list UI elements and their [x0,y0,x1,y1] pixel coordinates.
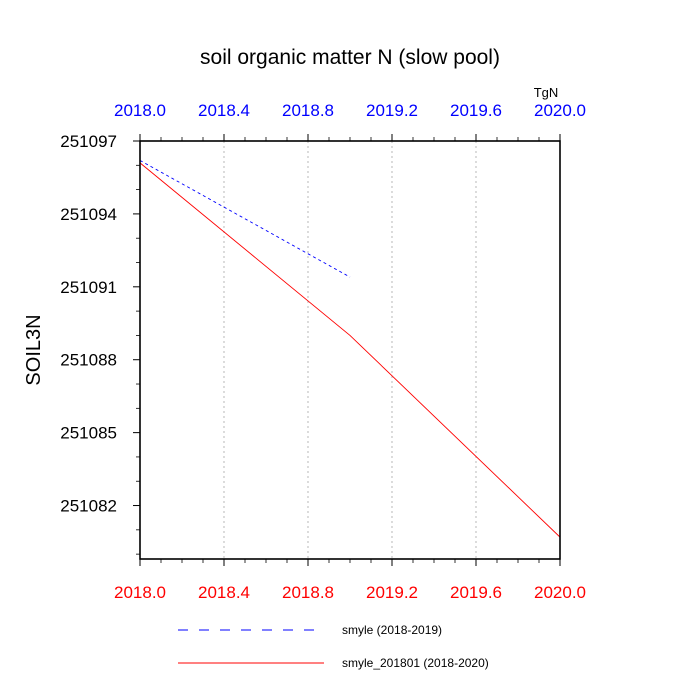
x-tick-label-bottom: 2020.0 [534,583,586,602]
grid-lines [223,141,477,559]
legend-label-1: smyle (2018-2019) [342,623,442,637]
legend: smyle (2018-2019) smyle_201801 (2018-2020… [178,623,489,670]
series-layer [139,160,561,538]
x-tick-label-bottom: 2019.6 [450,583,502,602]
x-tick-label-top: 2018.0 [114,101,166,120]
y-tick-label: 251088 [60,351,117,370]
y-tick-label: 251094 [60,205,117,224]
x-tick-label-bottom: 2019.2 [366,583,418,602]
y-tick-label: 251091 [60,278,117,297]
y-axis-label: SOIL3N [23,314,45,385]
x-tick-label-top: 2019.6 [450,101,502,120]
series-line-1 [139,160,351,278]
y-tick-label: 251097 [60,132,117,151]
x-tick-label-top: 2018.4 [198,101,250,120]
y-tick-label: 251085 [60,424,117,443]
axes: 2018.0 2018.0 2018.4 2018.4 2018.8 2018.8 2019… [60,101,586,602]
x-tick-label-top: 2020.0 [534,101,586,120]
legend-label-2: smyle_201801 (2018-2020) [342,656,489,670]
series-line-2 [139,162,561,538]
x-tick-label-top: 2018.8 [282,101,334,120]
x-tick-label-bottom: 2018.8 [282,583,334,602]
units-label: TgN [534,85,559,100]
y-tick-label: 251082 [60,497,117,516]
x-tick-label-bottom: 2018.0 [114,583,166,602]
plot-frame [139,140,561,560]
x-tick-label-top: 2019.2 [366,101,418,120]
x-tick-label-bottom: 2018.4 [198,583,250,602]
chart-title: soil organic matter N (slow pool) [200,46,500,69]
